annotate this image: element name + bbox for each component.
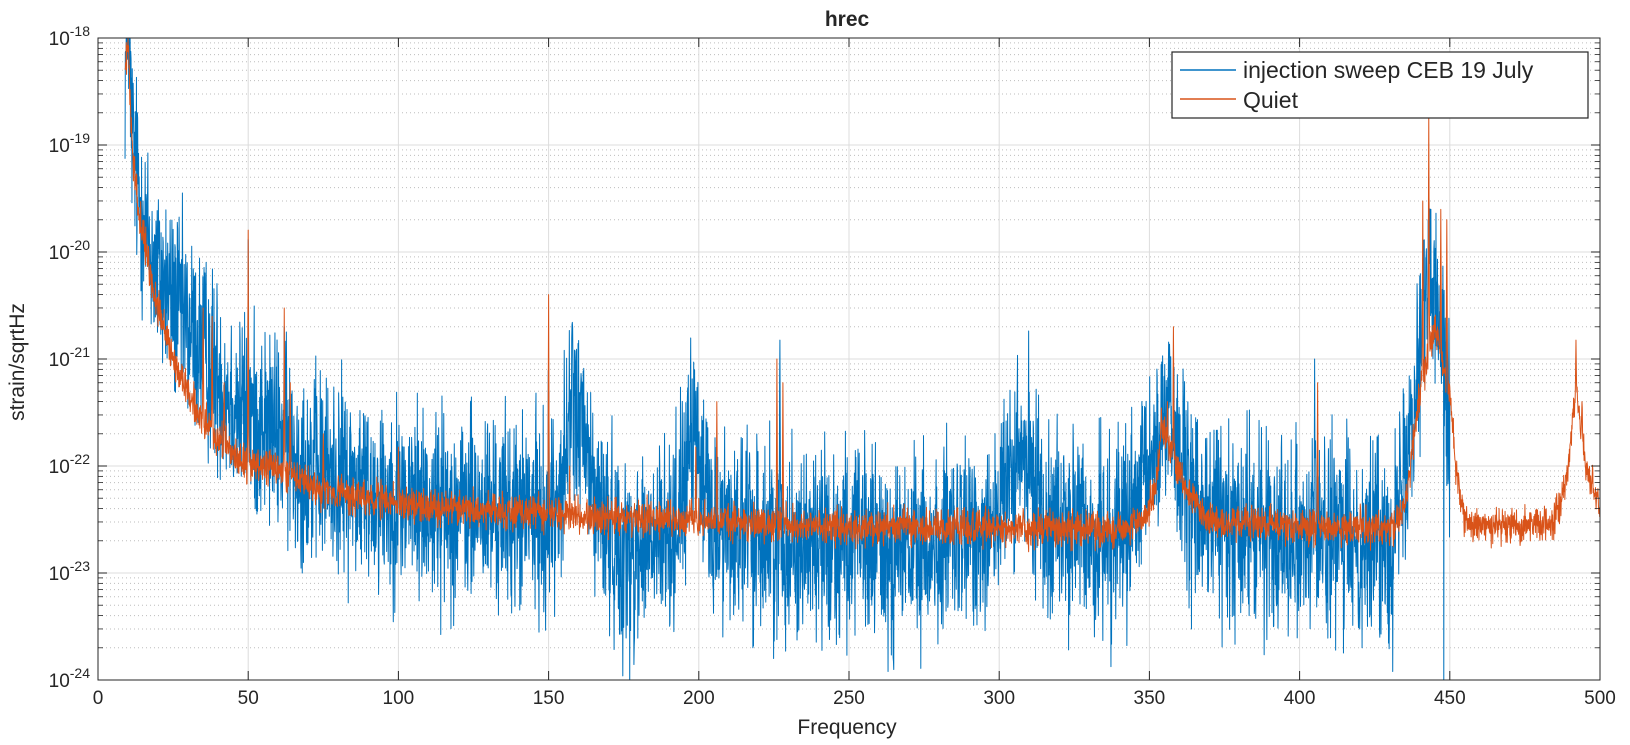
y-tick-label: 10-22 [49,451,91,478]
y-tick-label-exponent: -19 [70,130,90,146]
y-tick-label: 10-21 [49,344,91,371]
x-tick-label: 200 [683,688,715,709]
y-tick-label: 10-24 [49,665,91,692]
x-tick-label: 50 [238,688,259,709]
y-tick-label: 10-23 [49,558,91,585]
x-tick-label: 300 [983,688,1015,709]
x-tick-label: 250 [833,688,865,709]
x-tick-label: 350 [1134,688,1166,709]
legend[interactable]: injection sweep CEB 19 July Quiet [1171,51,1589,119]
y-tick-label-base: 10 [49,136,70,157]
y-tick-label: 10-18 [49,23,91,50]
tick-marks [97,37,1601,681]
y-tick-label-base: 10 [49,243,70,264]
y-tick-label-base: 10 [49,671,70,692]
x-tick-label: 400 [1284,688,1316,709]
plot-area [97,37,1601,681]
legend-box [1171,51,1589,119]
chart-title: hrec [825,8,870,31]
y-tick-label-exponent: -21 [70,344,90,360]
series-line-injection-sweep [124,38,1451,680]
x-axis-label: Frequency [797,716,897,739]
y-tick-label-exponent: -23 [70,558,90,574]
series-layer [124,38,1600,680]
y-tick-label-exponent: -22 [70,451,90,467]
legend-label-injection: injection sweep CEB 19 July [1243,57,1534,83]
legend-label-quiet: Quiet [1243,87,1299,113]
y-tick-label: 10-19 [49,130,91,157]
y-tick-label-exponent: -18 [70,23,90,39]
series-line-quiet [124,38,1600,553]
y-tick-label: 10-20 [49,237,91,264]
x-tick-labels: 0 50 100 150 200 250 300 350 400 450 500 [93,688,1616,709]
y-tick-label-exponent: -24 [70,665,90,681]
y-axis-label: strain/sqrtHz [6,303,29,421]
y-tick-label-base: 10 [49,350,70,371]
x-tick-label: 100 [383,688,415,709]
y-tick-label-base: 10 [49,457,70,478]
x-tick-label: 0 [93,688,104,709]
y-tick-label-base: 10 [49,29,70,50]
x-tick-label: 450 [1434,688,1466,709]
x-tick-label: 150 [533,688,565,709]
x-tick-label: 500 [1584,688,1616,709]
y-tick-label-exponent: -20 [70,237,90,253]
y-tick-label-base: 10 [49,564,70,585]
